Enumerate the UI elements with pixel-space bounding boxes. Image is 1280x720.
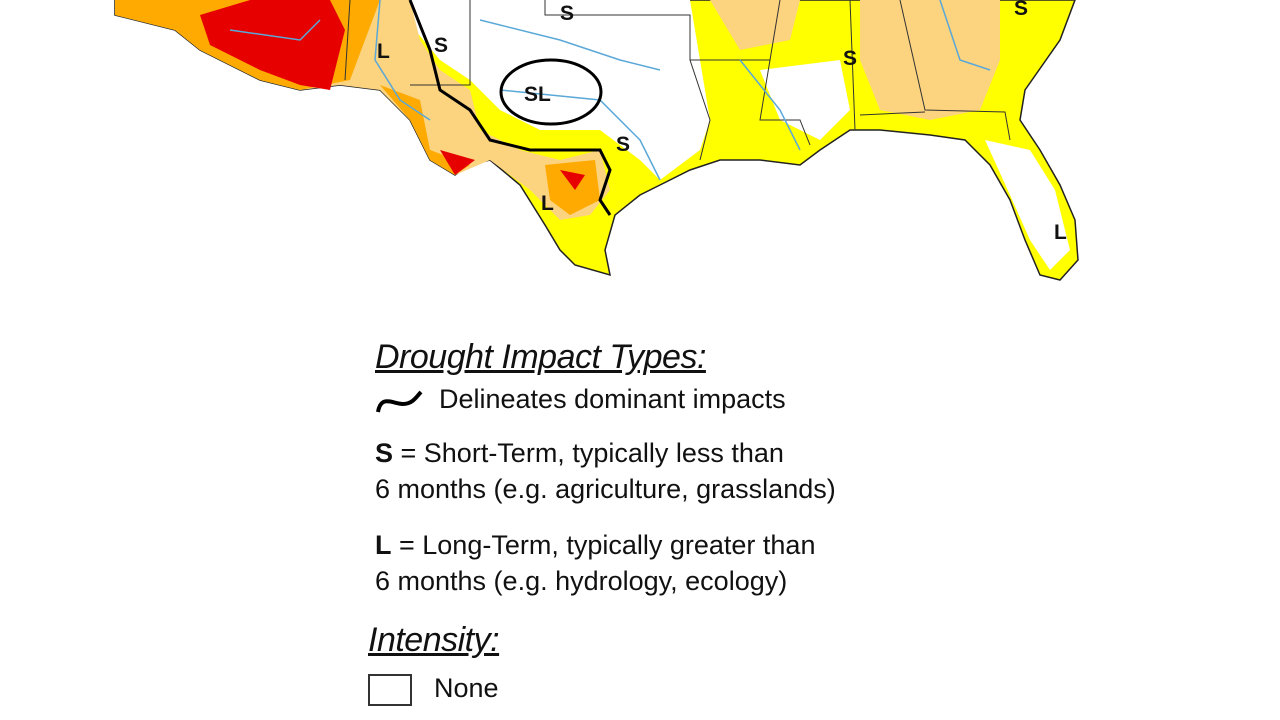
long-term-key: L = Long-Term, typically greater than 6 … (375, 527, 968, 599)
no-drought-area (470, 0, 710, 180)
impact-label-s: S (434, 34, 448, 57)
no-drought-area (985, 140, 1070, 270)
long-line2: 6 months (e.g. hydrology, ecology) (375, 566, 788, 596)
impact-labels: S S L S SL S S L L (377, 0, 1067, 244)
impact-label-l: L (377, 40, 390, 63)
impact-label-l: L (541, 192, 554, 215)
map-legend: Drought Impact Types: Delineates dominan… (368, 338, 968, 706)
extreme-drought-area (200, 0, 345, 90)
impact-label-s: S (616, 133, 630, 156)
boundary-line-icon (376, 390, 423, 413)
delineate-row: Delineates dominant impacts (375, 381, 968, 417)
impact-label-s: S (1014, 0, 1028, 20)
swatch-none (368, 673, 412, 706)
intensity-label: None (434, 673, 499, 703)
impact-types-title: Drought Impact Types: (375, 338, 706, 376)
impact-label-l: L (1054, 221, 1067, 244)
long-line1: = Long-Term, typically greater than (391, 530, 816, 560)
impact-label-sl: SL (524, 83, 551, 106)
rivers (229, 0, 991, 181)
impact-label-s: S (843, 47, 857, 70)
short-line1: = Short-Term, typically less than (393, 438, 784, 468)
impact-label-s: S (560, 2, 574, 25)
intensity-item-none: None (368, 670, 968, 706)
state-borders (344, 0, 1011, 161)
delineate-text: Delineates dominant impacts (439, 384, 786, 414)
impact-boundaries (408, 0, 612, 216)
short-key: S (375, 438, 394, 468)
short-line2: 6 months (e.g. agriculture, grasslands) (375, 474, 836, 504)
intensity-title: Intensity: (368, 621, 500, 659)
long-key: L (375, 530, 392, 560)
no-drought-area (410, 0, 470, 80)
drought-map: S S L S SL S S L L (114, 0, 1079, 281)
moderate-drought-area (860, 0, 1000, 120)
short-term-key: S = Short-Term, typically less than 6 mo… (375, 435, 968, 507)
